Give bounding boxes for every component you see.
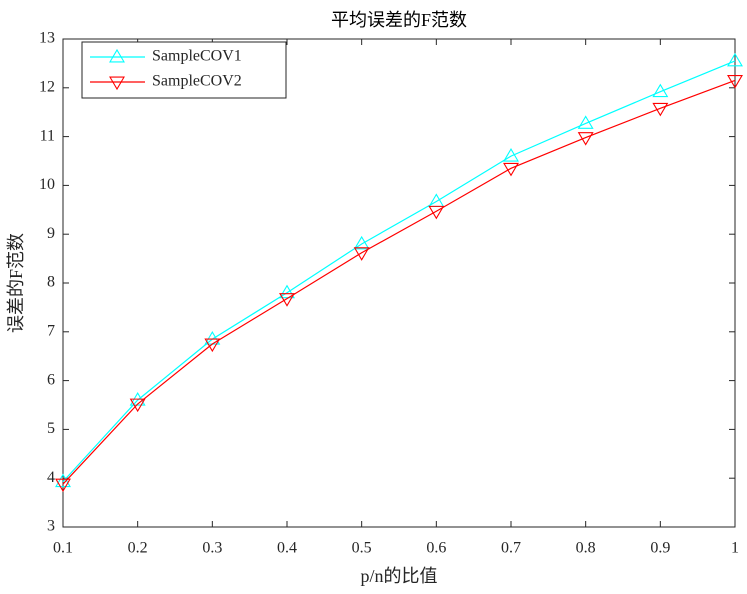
data-marker (577, 132, 594, 146)
data-marker (652, 102, 669, 117)
data-marker (353, 247, 370, 261)
x-tick-label: 0.3 (202, 540, 222, 557)
data-marker (279, 284, 295, 299)
x-tick-label: 1 (731, 540, 739, 557)
y-tick-label: 13 (39, 30, 55, 47)
y-tick-label: 5 (47, 420, 55, 437)
data-marker (353, 235, 370, 250)
data-marker (279, 293, 295, 307)
y-tick-label: 4 (47, 469, 55, 486)
data-marker (503, 148, 519, 162)
y-tick-label: 9 (47, 225, 55, 242)
y-axis-label: 误差的F范数 (6, 233, 26, 333)
data-marker (129, 398, 146, 413)
x-tick-label: 0.4 (277, 540, 297, 557)
legend-label: SampleCOV1 (152, 48, 242, 65)
y-tick-label: 12 (39, 78, 55, 95)
y-tick-label: 3 (47, 518, 55, 535)
legend-marker (109, 48, 125, 63)
series-line (62, 79, 736, 485)
data-marker (727, 52, 743, 67)
x-tick-label: 0.9 (650, 540, 670, 557)
data-marker (727, 75, 743, 89)
x-tick-label: 0.7 (501, 540, 521, 557)
x-tick-label: 0.1 (53, 540, 73, 557)
x-tick-label: 0.2 (128, 540, 148, 557)
data-marker (55, 478, 71, 493)
y-tick-label: 11 (40, 127, 55, 144)
chart-title: 平均误差的F范数 (331, 10, 467, 30)
data-marker (428, 205, 445, 220)
y-tick-label: 7 (47, 322, 55, 339)
data-marker (204, 338, 221, 353)
y-tick-label: 10 (39, 176, 55, 193)
data-marker (652, 83, 669, 98)
x-axis-label: p/n的比值 (360, 566, 437, 586)
x-tick-label: 0.8 (576, 540, 596, 557)
data-marker (577, 115, 594, 129)
legend-marker (109, 76, 125, 91)
data-marker (503, 162, 519, 177)
x-tick-label: 0.6 (426, 540, 446, 557)
plot-frame (62, 38, 736, 528)
y-tick-label: 6 (47, 371, 55, 388)
y-tick-label: 8 (47, 274, 55, 291)
x-tick-label: 0.5 (352, 540, 372, 557)
series-line (62, 60, 736, 483)
legend-label: SampleCOV2 (152, 73, 242, 90)
